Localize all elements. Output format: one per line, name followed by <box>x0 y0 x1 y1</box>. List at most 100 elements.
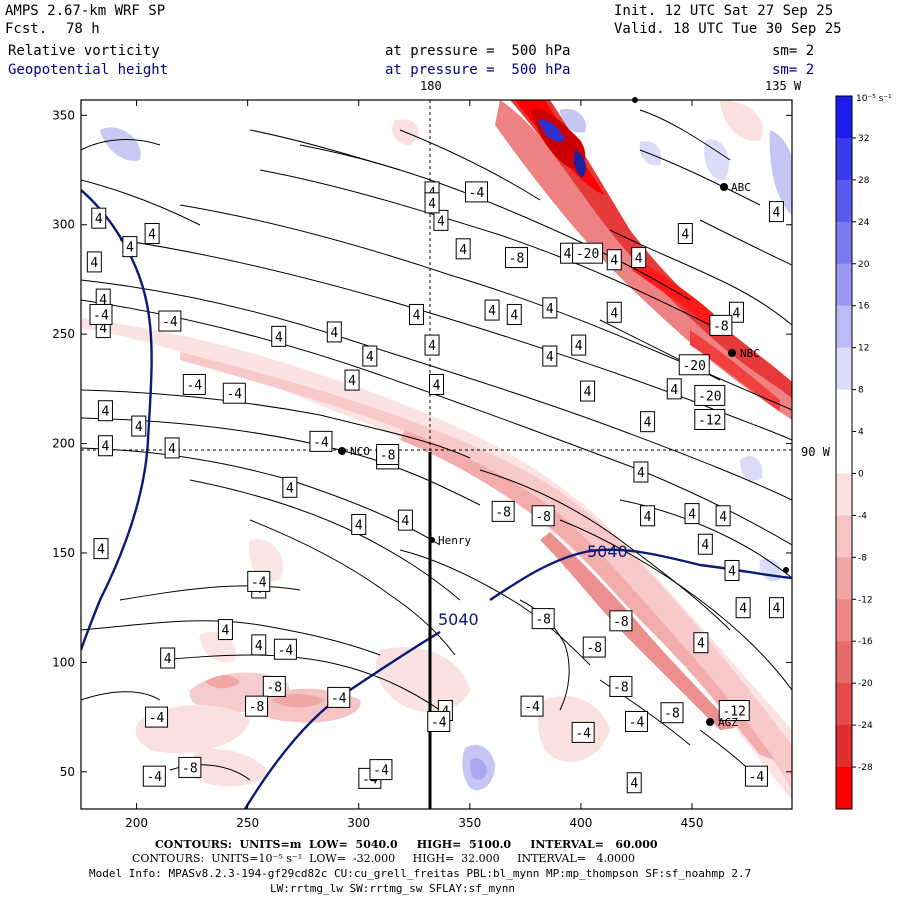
contour-label-positive: 4 <box>728 301 744 323</box>
contour-label-positive: 4 <box>580 380 596 402</box>
colorbar-swatch <box>836 431 852 474</box>
svg-text:4: 4 <box>733 306 741 321</box>
colorbar-tick-label: 20 <box>858 260 870 270</box>
contour-label-negative-strong: -8 <box>245 695 269 717</box>
colorbar-unit: 10⁻⁵ s⁻¹ <box>856 94 892 104</box>
svg-text:4: 4 <box>168 442 176 457</box>
contour-label-negative: -4 <box>369 759 393 781</box>
colorbar-tick-label: -20 <box>858 679 873 689</box>
svg-text:4: 4 <box>697 637 705 652</box>
colorbar-swatch <box>836 137 852 181</box>
contour-label-positive: 4 <box>677 222 693 244</box>
contour-label-negative-strong: -8 <box>178 756 202 778</box>
contour-label-positive: 4 <box>131 415 147 437</box>
contour-label-positive: 4 <box>282 476 298 498</box>
colorbar-swatch <box>836 641 852 684</box>
lon-135w-label: 135 W <box>765 79 802 93</box>
contour-label-positive: 4 <box>640 411 656 433</box>
x-tick-label: 350 <box>458 816 481 830</box>
svg-text:-4: -4 <box>146 770 162 785</box>
svg-text:-8: -8 <box>266 680 282 695</box>
colorbar-swatch <box>836 221 852 265</box>
contour-label-negative-strong: -8 <box>609 675 633 697</box>
station-markers: NCO Henry AGZ NBC ABC <box>338 97 789 729</box>
colorbar-swatch <box>836 96 852 139</box>
svg-text:-8: -8 <box>664 707 680 722</box>
svg-text:4: 4 <box>433 378 441 393</box>
svg-text:-8: -8 <box>713 319 729 334</box>
svg-text:4: 4 <box>222 624 230 639</box>
svg-text:4: 4 <box>644 510 652 525</box>
model-name: AMPS 2.67-km WRF SP <box>5 3 166 19</box>
svg-text:4: 4 <box>135 420 143 435</box>
svg-text:4: 4 <box>164 652 172 667</box>
contour-label-negative-strong: -8 <box>660 702 684 724</box>
svg-text:4: 4 <box>610 306 618 321</box>
footer-vorticity-contours: CONTOURS: UNITS=10⁻⁵ s⁻¹ LOW= -32.000 HI… <box>132 852 635 865</box>
contour-label-positive: 4 <box>693 632 709 654</box>
svg-text:4: 4 <box>459 243 467 258</box>
contour-label-negative: -4 <box>145 706 169 728</box>
contour-label-positive: 4 <box>429 373 444 395</box>
contour-label-positive: 4 <box>715 505 731 527</box>
station-henry-label: Henry <box>438 534 471 547</box>
contour-label-negative: -4 <box>222 382 246 404</box>
svg-text:-4: -4 <box>186 378 202 393</box>
lon-180-label: 180 <box>420 79 442 93</box>
colorbar-tick-label: 4 <box>858 428 864 438</box>
svg-text:-4: -4 <box>575 726 591 741</box>
svg-text:-8: -8 <box>249 700 265 715</box>
svg-text:4: 4 <box>148 227 156 242</box>
svg-text:-4: -4 <box>749 770 765 785</box>
contour-label-positive: 4 <box>217 619 233 641</box>
svg-text:4: 4 <box>670 383 678 398</box>
svg-text:4: 4 <box>688 508 696 523</box>
y-axis: 50 100 150 200 250 300 350 <box>52 108 792 779</box>
colorbar-tick-label: -4 <box>858 511 867 521</box>
svg-text:-8: -8 <box>509 252 525 267</box>
contour-label-positive: 4 <box>251 634 267 656</box>
positive-vorticity-shading <box>100 108 792 791</box>
colorbar-swatch <box>836 179 852 223</box>
svg-text:4: 4 <box>773 206 781 221</box>
contour-label-positive: 4 <box>397 509 413 531</box>
svg-text:-4: -4 <box>162 315 178 330</box>
y-tick-label: 150 <box>52 546 75 560</box>
svg-text:-8: -8 <box>535 510 551 525</box>
svg-text:4: 4 <box>401 514 409 529</box>
contour-label-negative: -4 <box>520 695 544 717</box>
x-tick-label: 400 <box>569 816 592 830</box>
svg-text:4: 4 <box>637 466 645 481</box>
contour-label-positive: 4 <box>571 334 587 356</box>
station-abc-dot <box>720 183 728 191</box>
contour-label-positive: 4 <box>666 378 682 400</box>
contour-label-positive: 4 <box>542 297 558 319</box>
svg-text:-8: -8 <box>182 761 198 776</box>
contour-label-negative: -4 <box>327 686 351 708</box>
contour-label-negative-strong: -8 <box>609 610 633 632</box>
colorbar-swatch <box>836 263 852 307</box>
contour-label-positive: 4 <box>542 345 558 367</box>
contour-label-negative: -4 <box>464 181 488 203</box>
svg-text:-4: -4 <box>278 643 294 658</box>
contour-label-extreme: -12 <box>718 700 750 722</box>
svg-text:-4: -4 <box>149 711 165 726</box>
colorbar-tick-label: -8 <box>858 553 867 563</box>
contour-label-positive: 4 <box>606 249 622 271</box>
svg-text:4: 4 <box>575 339 583 354</box>
contour-label-positive: 4 <box>97 400 113 422</box>
x-tick-label: 200 <box>125 816 148 830</box>
contour-label-positive: 4 <box>724 559 740 581</box>
svg-text:4: 4 <box>510 308 518 323</box>
field2-level: at pressure = 500 hPa <box>385 62 571 78</box>
y-tick-label: 300 <box>52 218 75 232</box>
contour-label-extreme: -20 <box>694 384 726 406</box>
svg-text:-4: -4 <box>469 186 485 201</box>
contour-label-negative-strong: -8 <box>531 608 555 630</box>
contour-label-positive: 4 <box>409 303 425 325</box>
contour-label-positive: 4 <box>640 505 656 527</box>
contour-label-positive: 4 <box>455 238 471 260</box>
svg-text:4: 4 <box>564 247 572 262</box>
contour-label-positive: 4 <box>626 772 642 794</box>
svg-text:4: 4 <box>90 256 98 271</box>
